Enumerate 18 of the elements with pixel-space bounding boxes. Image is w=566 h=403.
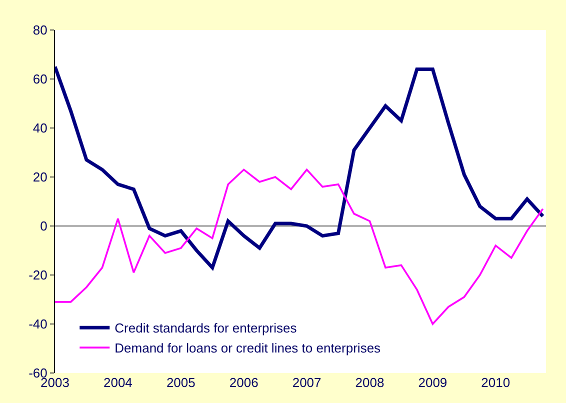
line-series	[55, 65, 545, 270]
legend-label: Credit standards for enterprises	[114, 320, 298, 336]
x-tick-label: 2004	[103, 375, 132, 390]
x-tick-label: 2010	[481, 375, 510, 390]
y-tick-label: 60	[32, 72, 48, 87]
x-tick-label: 2006	[229, 375, 258, 390]
x-tick-label: 2005	[166, 375, 196, 390]
y-tick-label: 20	[32, 170, 48, 185]
line-series	[55, 168, 544, 325]
legend-label: Demand for loans or credit lines to enterprises	[114, 340, 382, 356]
x-tick-label: 2008	[355, 375, 384, 390]
y-tick-label: -40	[28, 316, 48, 332]
x-tick-label: 2009	[418, 375, 448, 390]
y-tick-label: 80	[32, 22, 48, 38]
y-tick-label: 40	[32, 120, 48, 136]
y-tick-label: -20	[28, 268, 48, 283]
y-tick-label: 0	[40, 218, 48, 234]
x-tick-label: 2007	[292, 375, 322, 390]
